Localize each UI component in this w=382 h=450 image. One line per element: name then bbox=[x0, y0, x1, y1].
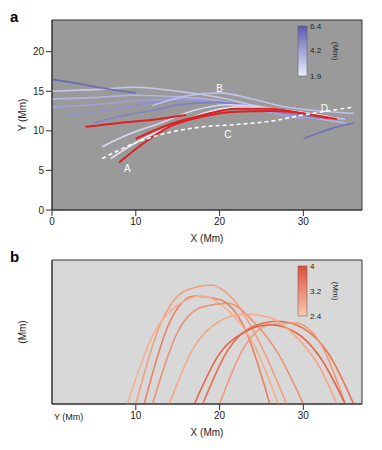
svg-text:C: C bbox=[224, 129, 231, 140]
svg-text:A: A bbox=[124, 163, 131, 174]
svg-text:4: 4 bbox=[310, 262, 315, 271]
svg-text:6.4: 6.4 bbox=[310, 22, 322, 31]
svg-text:B: B bbox=[216, 83, 223, 94]
svg-text:0: 0 bbox=[38, 205, 44, 216]
html-text:Y (Mm): Y (Mm) bbox=[54, 412, 84, 422]
svg-text:4.2: 4.2 bbox=[310, 46, 322, 55]
svg-text:(Mm): (Mm) bbox=[331, 282, 340, 301]
svg-text:10: 10 bbox=[33, 125, 45, 136]
svg-text:5: 5 bbox=[38, 165, 44, 176]
html-text:b: b bbox=[10, 248, 20, 265]
svg-text:20: 20 bbox=[214, 216, 226, 227]
svg-text:X (Mm): X (Mm) bbox=[191, 233, 224, 244]
html-text:a: a bbox=[10, 8, 19, 25]
svg-text:30: 30 bbox=[298, 216, 310, 227]
svg-text:Y (Mm): Y (Mm) bbox=[17, 99, 28, 132]
svg-text:15: 15 bbox=[33, 86, 45, 97]
svg-text:20: 20 bbox=[33, 46, 45, 57]
svg-text:0: 0 bbox=[49, 216, 55, 227]
svg-text:10: 10 bbox=[130, 410, 142, 421]
svg-text:1.9: 1.9 bbox=[310, 72, 322, 81]
svg-text:10: 10 bbox=[130, 216, 142, 227]
svg-text:D: D bbox=[321, 103, 328, 114]
svg-text:X (Mm): X (Mm) bbox=[191, 427, 224, 438]
svg-text:2.4: 2.4 bbox=[310, 312, 322, 321]
svg-text:(Mm): (Mm) bbox=[17, 320, 28, 343]
svg-text:3.2: 3.2 bbox=[310, 287, 322, 296]
svg-text:20: 20 bbox=[214, 410, 226, 421]
svg-text:(Mm): (Mm) bbox=[331, 42, 340, 61]
svg-text:30: 30 bbox=[298, 410, 310, 421]
